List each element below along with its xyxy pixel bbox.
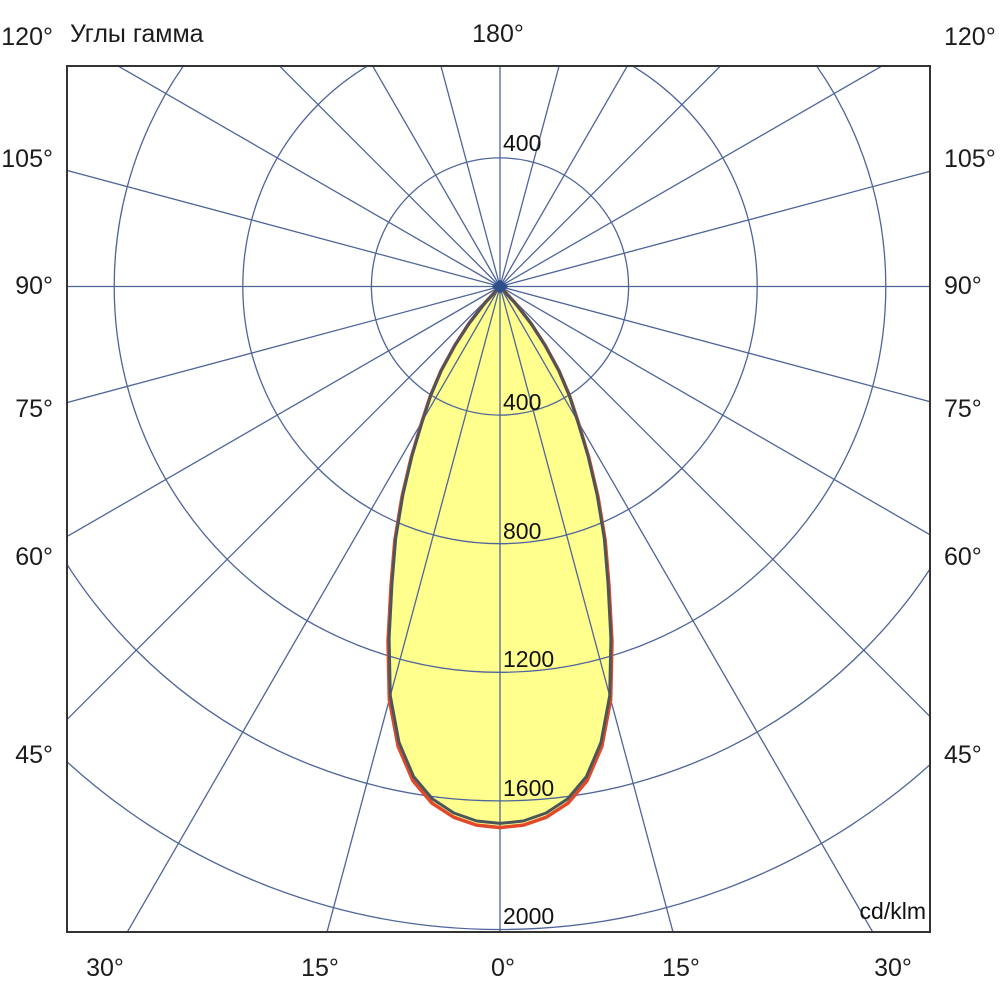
gamma-label-right-105: 105°: [944, 145, 996, 173]
gamma-label-right-45: 45°: [944, 741, 982, 769]
grid-radial-line-120: [499, 66, 884, 288]
gamma-label-left-120: 120°: [1, 23, 53, 51]
intensity-curve-layer: [386, 284, 614, 830]
gamma-label-bottom-30L: 30°: [86, 954, 124, 982]
grid-radial-line-60: [499, 285, 930, 536]
radial-tick-800: 800: [503, 518, 541, 544]
grid-radial-line-105: [499, 170, 930, 288]
radial-tick-2000: 2000: [503, 903, 554, 929]
grid-radial-line-285: [67, 285, 501, 404]
gamma-label-right-60: 60°: [944, 543, 982, 571]
grid-circle-1200: [113, 66, 887, 673]
gamma-label-left-45: 45°: [15, 741, 53, 769]
grid-circle-800: [242, 66, 758, 545]
grid-radial-line-75: [499, 285, 930, 403]
radial-tick-top-400: 400: [503, 130, 541, 156]
gamma-label-right-75: 75°: [944, 395, 982, 423]
gamma-label-top-180: 180°: [472, 20, 524, 48]
radial-tick-400: 400: [503, 389, 541, 415]
grid-circle-400: [370, 157, 630, 416]
intensity-curve-dark: [387, 285, 613, 825]
grid-circle-1600: [67, 562, 930, 802]
gamma-label-left-60: 60°: [15, 543, 53, 571]
grid-radial-line-240: [116, 66, 501, 288]
grid-radial-line-15: [499, 286, 674, 932]
grid-radial-line-255: [67, 169, 501, 288]
grid-radial-line-300: [67, 285, 501, 538]
radial-tick-1600: 1600: [503, 775, 554, 801]
grid-radial-line-315: [67, 286, 501, 721]
gamma-label-left-75: 75°: [15, 395, 53, 423]
gamma-label-bottom-0: 0°: [491, 954, 515, 982]
grid-radial-line-135: [499, 66, 722, 287]
gamma-label-bottom-15R: 15°: [662, 954, 700, 982]
grid-radial-line-165: [499, 66, 560, 287]
radial-tick-1200: 1200: [503, 646, 554, 672]
grid-radial-line-150: [499, 66, 629, 287]
gamma-label-right-90: 90°: [944, 272, 982, 300]
units-label: cd/klm: [860, 898, 926, 924]
grid-radial-line-45: [499, 286, 930, 718]
chart-title: Углы гамма: [70, 20, 204, 48]
gamma-label-left-105: 105°: [1, 145, 53, 173]
grid-radial-line-345: [326, 286, 501, 932]
gamma-label-right-120: 120°: [944, 23, 996, 51]
grid-radial-line-225: [278, 66, 501, 287]
pole-marker: [491, 279, 509, 294]
grid-circle-2000: [67, 760, 930, 930]
grid-radial-line-30: [499, 286, 874, 932]
grid-radial-line-195: [440, 66, 501, 287]
grid-radial-line-330: [126, 286, 501, 932]
gamma-label-bottom-15L: 15°: [301, 954, 339, 982]
gamma-label-left-90: 90°: [15, 272, 53, 300]
grid-radial-line-210: [371, 66, 501, 287]
plot-frame: [66, 65, 931, 933]
gamma-label-bottom-30R: 30°: [874, 954, 912, 982]
